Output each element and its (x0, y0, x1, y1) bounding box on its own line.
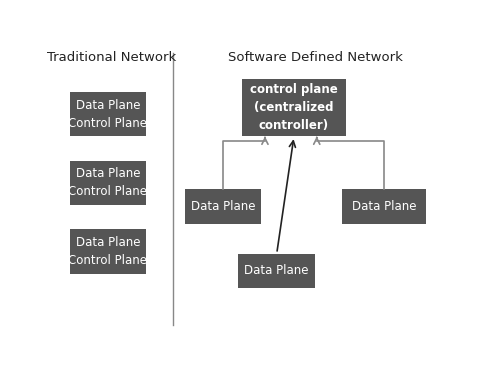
Text: Software Defined Network: Software Defined Network (228, 51, 402, 64)
FancyBboxPatch shape (242, 79, 346, 136)
Text: control plane
(centralized
controller): control plane (centralized controller) (250, 83, 338, 132)
Text: Data Plane
Control Plane: Data Plane Control Plane (68, 167, 148, 198)
FancyBboxPatch shape (69, 92, 147, 136)
Text: Traditional Network: Traditional Network (47, 51, 176, 64)
Text: Data Plane: Data Plane (191, 200, 255, 213)
FancyBboxPatch shape (69, 161, 147, 205)
Text: Data Plane
Control Plane: Data Plane Control Plane (68, 236, 148, 267)
FancyBboxPatch shape (185, 189, 261, 224)
FancyBboxPatch shape (342, 189, 426, 224)
Text: Data Plane
Control Plane: Data Plane Control Plane (68, 99, 148, 129)
Text: Data Plane: Data Plane (352, 200, 416, 213)
FancyBboxPatch shape (239, 254, 315, 288)
Text: Data Plane: Data Plane (245, 264, 309, 278)
FancyBboxPatch shape (69, 230, 147, 274)
